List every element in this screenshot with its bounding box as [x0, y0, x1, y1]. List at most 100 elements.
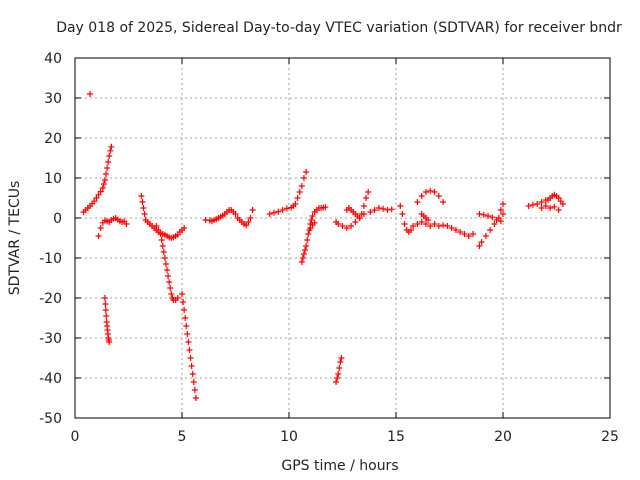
- data-point: [500, 201, 506, 207]
- data-point: [308, 217, 315, 223]
- data-point: [141, 211, 148, 217]
- data-point: [425, 217, 432, 223]
- data-point: [185, 339, 192, 345]
- data-point: [181, 307, 188, 313]
- data-point: [431, 221, 438, 227]
- data-point: [476, 243, 483, 249]
- data-point: [101, 177, 108, 183]
- x-tick-label: 20: [494, 429, 512, 445]
- data-point: [440, 222, 447, 229]
- series-s1: [80, 143, 115, 215]
- data-point: [164, 267, 171, 273]
- data-point: [91, 198, 98, 205]
- data-point: [410, 223, 417, 229]
- data-point: [482, 233, 489, 239]
- data-point: [232, 211, 239, 217]
- data-point: [322, 204, 329, 211]
- data-point: [478, 239, 485, 245]
- data-point: [407, 227, 414, 233]
- y-tick-label: 20: [44, 131, 62, 147]
- data-point: [365, 189, 372, 195]
- data-point: [356, 215, 363, 221]
- data-point: [305, 231, 312, 237]
- series-s16: [414, 187, 447, 205]
- data-point: [485, 213, 492, 219]
- data-point: [166, 279, 173, 285]
- data-point: [338, 355, 345, 361]
- data-point: [161, 255, 168, 261]
- x-tick-label: 15: [387, 429, 405, 445]
- data-point: [157, 231, 164, 237]
- data-point: [480, 211, 487, 218]
- data-point: [397, 203, 404, 209]
- data-point: [529, 201, 536, 208]
- series-s10: [298, 204, 329, 265]
- axis-ticks: 0 5 10 15 20 25 40 30 20 10 0 -10 -20 -30 -40 -50: [39, 51, 619, 445]
- series-s9: [266, 169, 310, 217]
- data-point: [427, 223, 434, 229]
- data-point: [401, 221, 408, 227]
- data-point: [99, 185, 106, 191]
- data-point: [388, 206, 395, 213]
- y-tick-label: -20: [39, 291, 62, 307]
- data-point: [102, 307, 109, 313]
- data-point: [452, 227, 459, 233]
- x-tick-label: 0: [71, 429, 80, 445]
- data-point: [309, 213, 316, 219]
- data-point: [303, 169, 310, 175]
- plot-frame: [74, 57, 611, 419]
- data-point: [296, 189, 303, 195]
- data-point: [555, 207, 562, 213]
- data-point: [303, 243, 310, 249]
- series-s8: [202, 207, 256, 229]
- data-point: [497, 218, 504, 225]
- data-point: [192, 395, 199, 401]
- data-point: [245, 219, 252, 225]
- data-point: [542, 203, 549, 209]
- y-tick-label: 40: [44, 51, 62, 67]
- data-point: [302, 247, 309, 253]
- data-point: [304, 237, 311, 243]
- grid: [75, 58, 610, 418]
- series-s11: [307, 219, 318, 231]
- data-point: [435, 223, 442, 229]
- data-point: [298, 183, 305, 189]
- data-point: [140, 205, 147, 211]
- data-point: [448, 225, 455, 231]
- x-tick-label: 25: [601, 429, 619, 445]
- data-point: [489, 214, 496, 221]
- data-point: [427, 187, 434, 194]
- data-point: [158, 237, 165, 243]
- y-tick-label: -40: [39, 371, 62, 387]
- y-tick-label: -30: [39, 331, 62, 347]
- series-s22: [538, 203, 562, 213]
- data-point: [247, 215, 254, 221]
- data-point: [476, 211, 483, 217]
- data-point: [139, 199, 146, 205]
- data-point: [105, 159, 112, 165]
- data-point: [279, 207, 286, 213]
- data-points: [80, 91, 566, 401]
- data-point: [153, 223, 160, 229]
- data-point: [470, 231, 477, 237]
- data-point: [559, 201, 566, 207]
- data-point: [500, 211, 506, 217]
- data-point: [363, 195, 370, 201]
- data-point: [538, 205, 545, 211]
- data-point: [283, 205, 290, 212]
- y-tick-label: 0: [53, 211, 62, 227]
- y-tick-label: -10: [39, 251, 62, 267]
- data-point: [352, 219, 359, 225]
- x-tick-label: 5: [178, 429, 187, 445]
- data-point: [334, 375, 341, 381]
- data-point: [93, 195, 100, 201]
- data-point: [155, 227, 162, 233]
- data-point: [360, 203, 367, 209]
- data-point: [183, 323, 190, 329]
- data-point: [497, 207, 504, 213]
- data-point: [444, 223, 451, 229]
- data-point: [300, 175, 307, 181]
- data-point: [336, 365, 343, 371]
